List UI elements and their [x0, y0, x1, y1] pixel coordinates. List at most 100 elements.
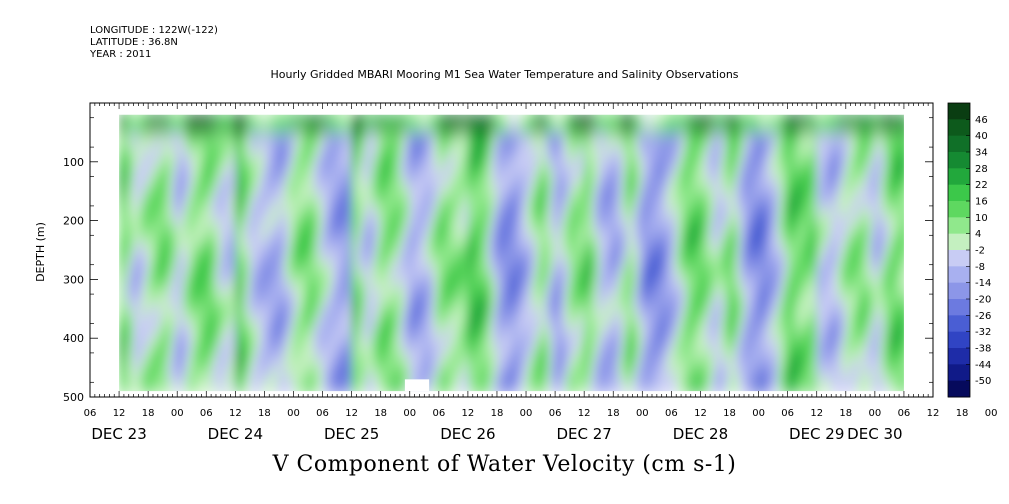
- heatmap-cell: [458, 344, 464, 353]
- heatmap-cell: [564, 226, 570, 235]
- heatmap-cell: [400, 379, 406, 388]
- heatmap-cell: [191, 255, 197, 264]
- heatmap-cell: [472, 150, 478, 159]
- heatmap-cell: [506, 120, 512, 129]
- heatmap-cell: [545, 161, 551, 170]
- heatmap-cell: [201, 349, 207, 358]
- heatmap-cell: [472, 138, 478, 147]
- heatmap-cell: [225, 267, 231, 276]
- heatmap-cell: [574, 173, 580, 182]
- heatmap-cell: [196, 379, 202, 388]
- heatmap-cell: [535, 308, 541, 317]
- heatmap-cell: [201, 220, 207, 229]
- heatmap-cell: [143, 244, 149, 253]
- heatmap-cell: [501, 308, 507, 317]
- heatmap-cell: [259, 332, 265, 341]
- heatmap-cell: [341, 326, 347, 335]
- heatmap-cell: [249, 197, 255, 206]
- heatmap-cell: [618, 185, 624, 194]
- heatmap-cell: [622, 338, 628, 347]
- heatmap-cell: [317, 291, 323, 300]
- heatmap-cell: [593, 261, 599, 270]
- heatmap-cell: [196, 279, 202, 288]
- heatmap-cell: [215, 297, 221, 306]
- heatmap-cell: [550, 273, 556, 282]
- heatmap-cell: [472, 155, 478, 164]
- heatmap-cell: [535, 302, 541, 311]
- heatmap-cell: [603, 120, 609, 129]
- heatmap-cell: [598, 238, 604, 247]
- heatmap-cell: [235, 138, 241, 147]
- heatmap-cell: [618, 138, 624, 147]
- heatmap-cell: [458, 161, 464, 170]
- heatmap-cell: [162, 326, 168, 335]
- heatmap-cell: [240, 255, 246, 264]
- heatmap-cell: [225, 250, 231, 258]
- heatmap-cell: [564, 114, 570, 123]
- heatmap-cell: [424, 232, 430, 241]
- heatmap-cell: [598, 314, 604, 323]
- heatmap-cell: [438, 261, 444, 270]
- heatmap-cell: [351, 226, 357, 235]
- heatmap-cell: [119, 185, 125, 194]
- heatmap-cell: [424, 338, 430, 347]
- heatmap-cell: [235, 291, 241, 300]
- heatmap-cell: [283, 161, 289, 170]
- heatmap-cell: [366, 138, 372, 147]
- heatmap-cell: [545, 267, 551, 276]
- heatmap-cell: [472, 308, 478, 317]
- heatmap-cell: [409, 308, 415, 317]
- heatmap-cell: [482, 302, 488, 311]
- heatmap-cell: [550, 173, 556, 182]
- heatmap-cell: [535, 320, 541, 329]
- heatmap-cell: [492, 379, 498, 388]
- heatmap-cell: [424, 344, 430, 353]
- heatmap-cell: [366, 244, 372, 253]
- heatmap-cell: [337, 279, 343, 288]
- heatmap-cell: [298, 167, 304, 176]
- heatmap-cell: [477, 261, 483, 270]
- heatmap-cell: [235, 202, 241, 211]
- heatmap-cell: [496, 332, 502, 341]
- heatmap-cell: [361, 238, 367, 247]
- heatmap-cell: [211, 155, 217, 164]
- heatmap-cell: [516, 255, 522, 264]
- heatmap-cell: [540, 338, 546, 347]
- heatmap-cell: [453, 114, 459, 123]
- heatmap-cell: [346, 308, 352, 317]
- heatmap-cell: [521, 320, 527, 329]
- heatmap-cell: [603, 367, 609, 376]
- heatmap-cell: [589, 144, 595, 153]
- heatmap-cell: [240, 126, 246, 135]
- heatmap-cell: [593, 150, 599, 159]
- heatmap-cell: [308, 232, 314, 241]
- heatmap-cell: [230, 138, 236, 147]
- heatmap-cell: [627, 291, 633, 300]
- heatmap-cell: [191, 279, 197, 288]
- heatmap-cell: [133, 267, 139, 276]
- heatmap-cell: [429, 302, 435, 311]
- heatmap-cell: [414, 373, 420, 382]
- heatmap-cell: [569, 285, 575, 294]
- heatmap-cell: [472, 385, 478, 392]
- heatmap-cell: [414, 261, 420, 270]
- heatmap-cell: [627, 132, 633, 141]
- heatmap-cell: [351, 385, 357, 392]
- heatmap-cell: [201, 114, 207, 123]
- heatmap-cell: [526, 355, 532, 364]
- heatmap-cell: [162, 385, 168, 392]
- heatmap-cell: [448, 167, 454, 176]
- heatmap-cell: [191, 150, 197, 159]
- heatmap-cell: [278, 138, 284, 147]
- heatmap-cell: [143, 155, 149, 164]
- heatmap-cell: [414, 355, 420, 364]
- heatmap-cell: [569, 355, 575, 364]
- heatmap-cell: [593, 320, 599, 329]
- heatmap-cell: [390, 344, 396, 353]
- heatmap-cell: [230, 161, 236, 170]
- heatmap-cell: [351, 202, 357, 211]
- heatmap-cell: [312, 138, 318, 147]
- heatmap-cell: [220, 255, 226, 264]
- heatmap-cell: [448, 144, 454, 153]
- heatmap-cell: [375, 132, 381, 141]
